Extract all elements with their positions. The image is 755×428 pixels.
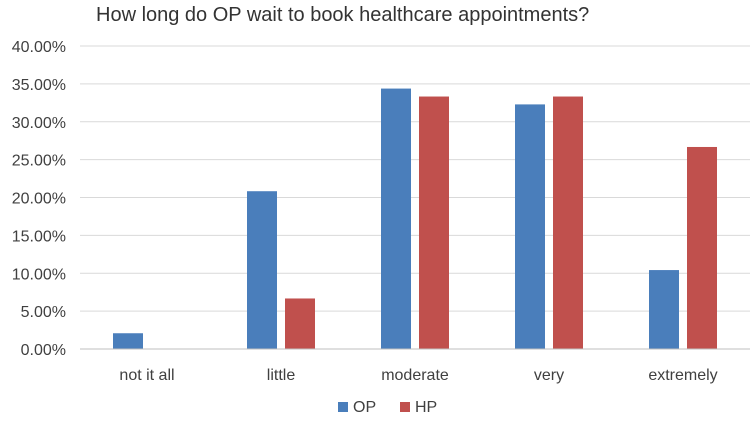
y-tick-label: 15.00% — [12, 228, 66, 245]
x-category-label: little — [267, 367, 296, 384]
x-category-label: moderate — [381, 367, 449, 384]
legend-label-op: OP — [353, 399, 376, 416]
legend: OP HP — [338, 399, 437, 416]
bar-hp-extremely — [687, 146, 717, 349]
y-tick-label: 20.00% — [12, 191, 66, 208]
x-axis: not it all little moderate very extremely — [80, 348, 750, 384]
bar-hp-little — [285, 298, 315, 349]
y-tick-label: 35.00% — [12, 77, 66, 94]
y-tick-label: 25.00% — [12, 153, 66, 170]
x-category-label: very — [534, 367, 564, 384]
legend-label-hp: HP — [415, 399, 437, 416]
bar-op-little — [247, 191, 277, 349]
bar-hp-very — [553, 96, 583, 349]
bar-op-not-it-all — [113, 333, 143, 349]
legend-swatch-op — [338, 402, 348, 412]
x-category-label: extremely — [648, 367, 717, 384]
x-category-label: not it all — [119, 367, 174, 384]
bars — [113, 88, 717, 349]
y-tick-label: 10.00% — [12, 266, 66, 283]
chart-title: How long do OP wait to book healthcare a… — [96, 4, 590, 26]
y-tick-label: 5.00% — [21, 304, 66, 321]
legend-swatch-hp — [400, 402, 410, 412]
bar-hp-moderate — [419, 96, 449, 349]
y-tick-label: 30.00% — [12, 115, 66, 132]
y-tick-label: 40.00% — [12, 39, 66, 56]
bar-op-extremely — [649, 270, 679, 349]
y-tick-label: 0.00% — [21, 342, 66, 359]
bar-op-very — [515, 104, 545, 349]
y-axis-ticks: 0.00% 5.00% 10.00% 15.00% 20.00% 25.00% 30.00%… — [12, 39, 66, 359]
gridlines — [80, 45, 750, 312]
bar-op-moderate — [381, 88, 411, 349]
